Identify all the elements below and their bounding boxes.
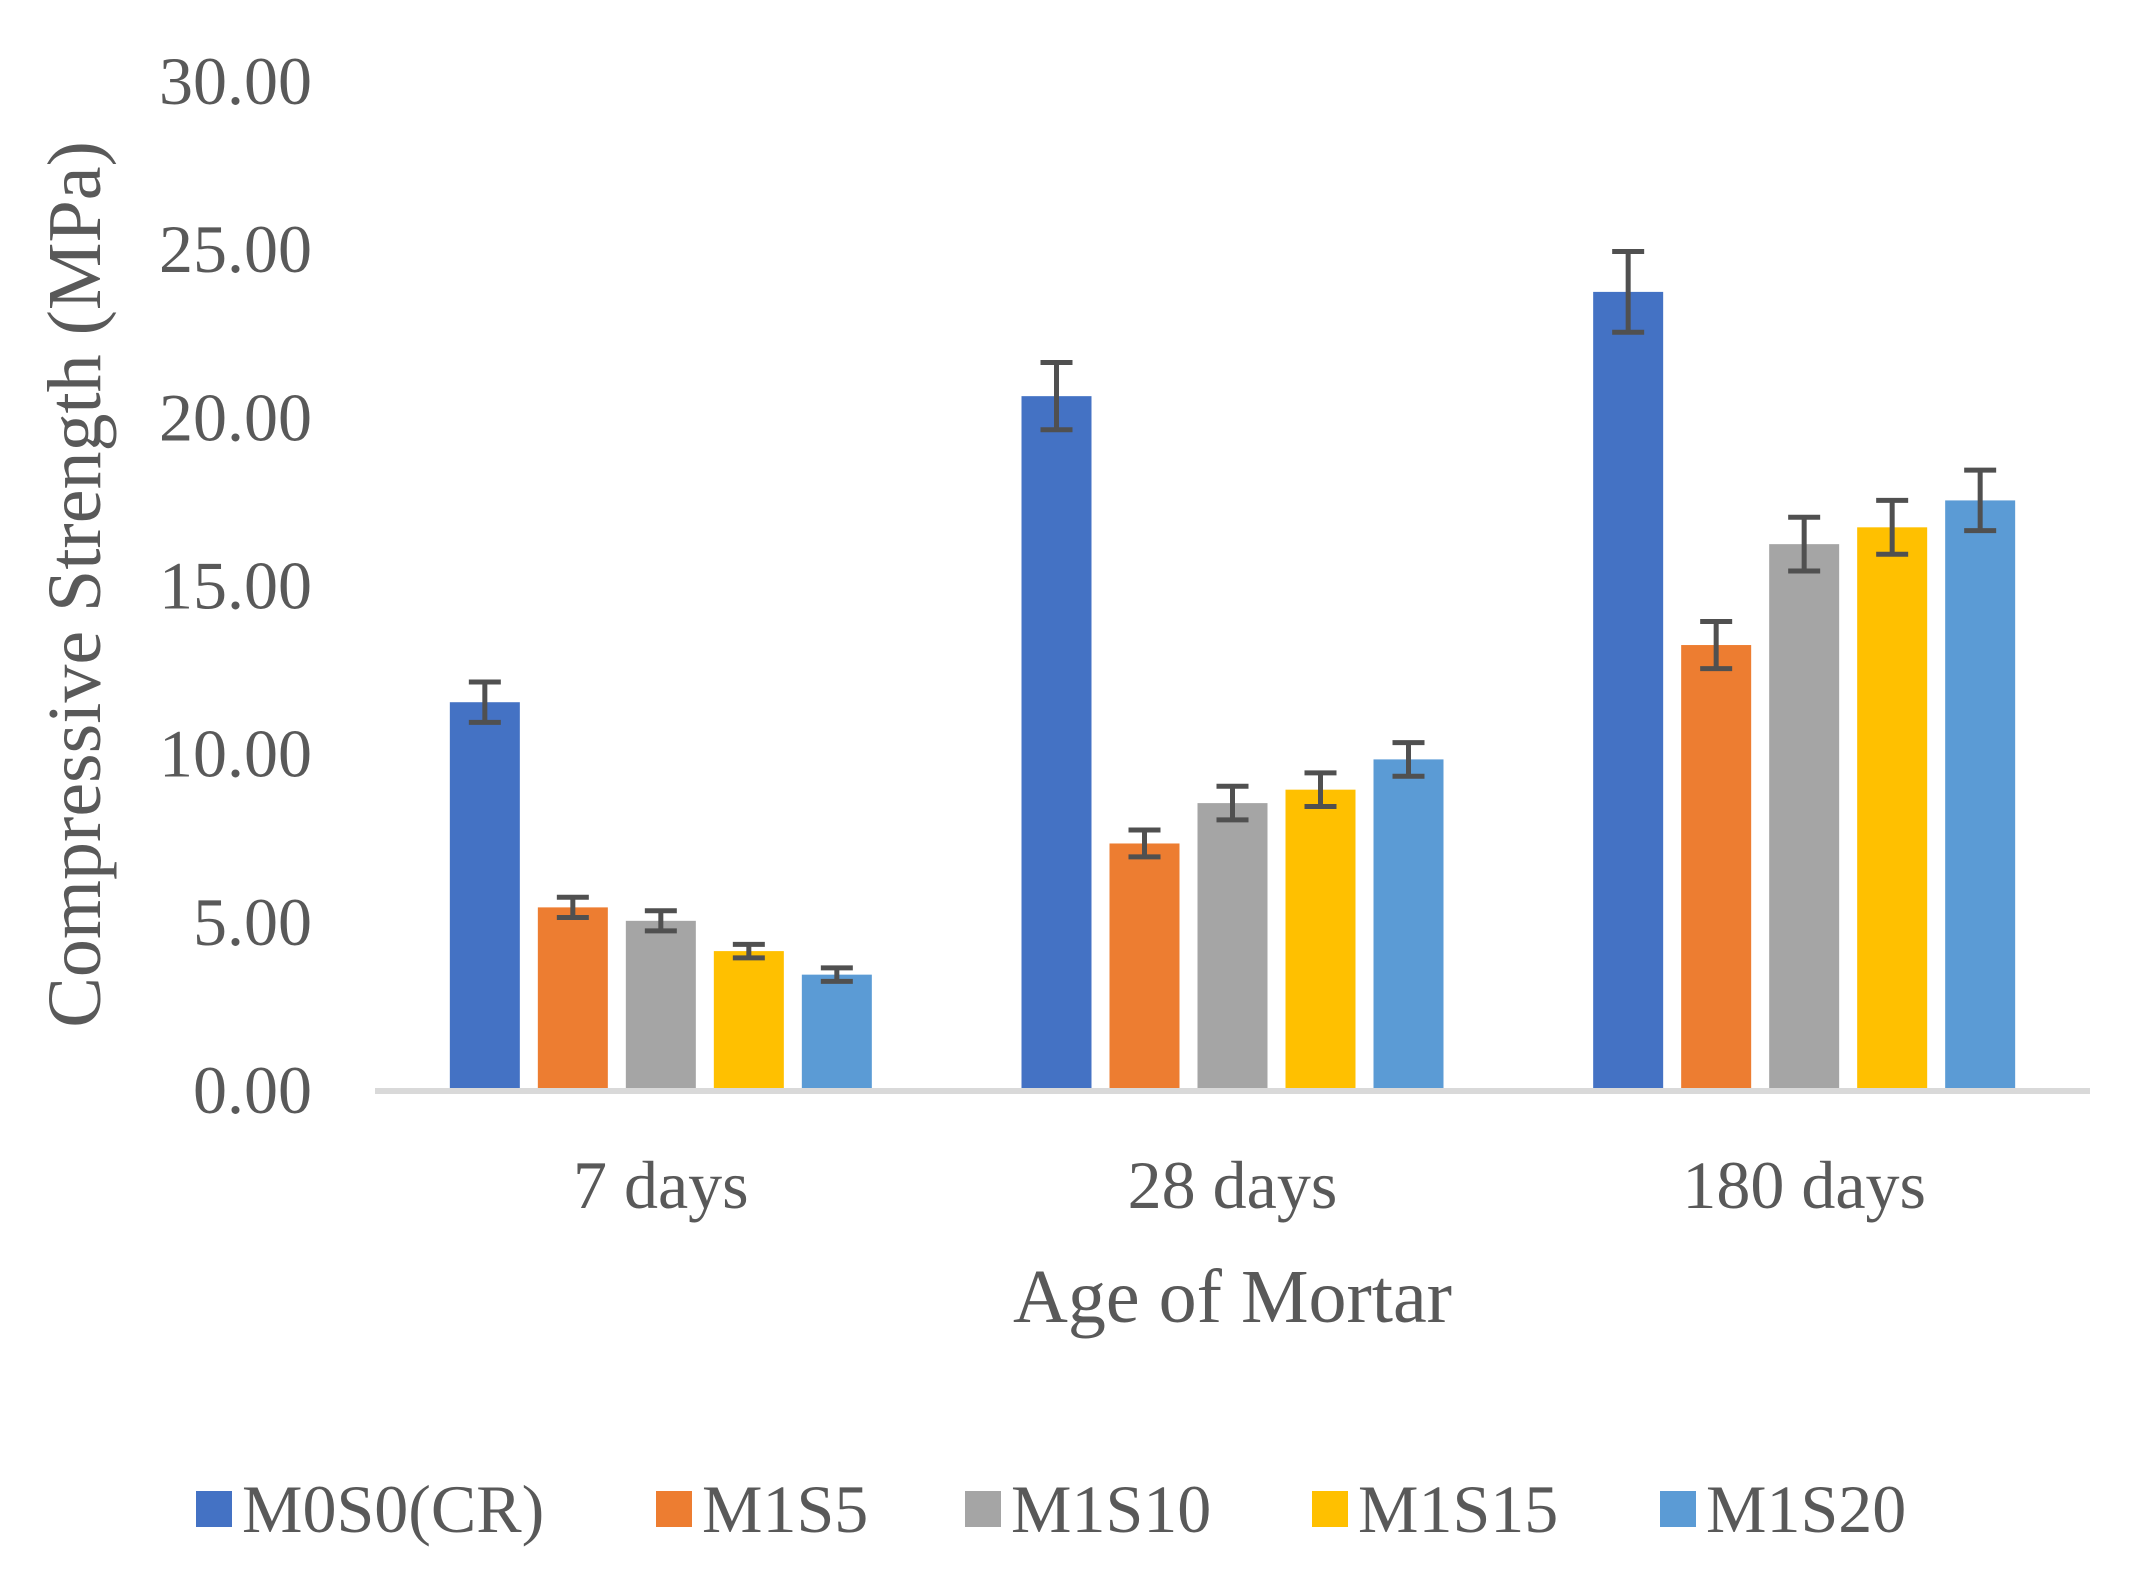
error-bar bbox=[644, 908, 677, 934]
legend-swatch bbox=[196, 1491, 232, 1527]
bar-m1s20-7-days bbox=[801, 974, 872, 1089]
legend-label: M1S5 bbox=[702, 1471, 868, 1547]
error-bar bbox=[1392, 740, 1425, 779]
bar-m1s10-28-days bbox=[1197, 803, 1268, 1089]
bar-m0s0-cr--7-days bbox=[449, 702, 520, 1089]
error-bar bbox=[1788, 514, 1821, 574]
x-tick-label: 7 days bbox=[573, 1147, 749, 1223]
bars bbox=[449, 291, 2016, 1090]
legend: M0S0(CR) M1S5 M1S10 M1S15 M1S20 bbox=[196, 1471, 1906, 1547]
legend-label: M1S20 bbox=[1706, 1471, 1906, 1547]
error-bar bbox=[732, 941, 765, 961]
error-bar bbox=[468, 679, 501, 725]
y-tick-label: 0.00 bbox=[193, 1052, 312, 1128]
legend-label: M0S0(CR) bbox=[242, 1471, 544, 1547]
x-axis-ticks: 7 days 28 days 180 days bbox=[573, 1147, 1926, 1223]
legend-item-m1s20: M1S20 bbox=[1660, 1471, 1906, 1547]
bar-m0s0-cr--180-days bbox=[1593, 291, 1664, 1089]
error-bars bbox=[468, 249, 1997, 984]
y-tick-label: 10.00 bbox=[159, 716, 312, 792]
bar-m1s10-180-days bbox=[1769, 544, 1840, 1089]
bar-m1s15-7-days bbox=[713, 951, 784, 1089]
error-bar bbox=[1876, 497, 1909, 557]
bar-m0s0-cr--28-days bbox=[1021, 396, 1092, 1089]
y-tick-label: 5.00 bbox=[193, 884, 312, 960]
error-bar bbox=[1128, 827, 1161, 860]
legend-swatch bbox=[965, 1491, 1001, 1527]
error-bar bbox=[1216, 783, 1249, 823]
x-tick-label: 180 days bbox=[1682, 1147, 1926, 1223]
legend-swatch bbox=[1312, 1491, 1348, 1527]
y-tick-label: 30.00 bbox=[159, 43, 312, 119]
bar-m1s15-28-days bbox=[1285, 789, 1356, 1089]
error-bar bbox=[1700, 618, 1733, 672]
y-axis-title: Compressive Strength (MPa) bbox=[33, 141, 117, 1028]
legend-label: M1S10 bbox=[1011, 1471, 1211, 1547]
legend-item-m1s5: M1S5 bbox=[656, 1471, 868, 1547]
bar-m1s20-28-days bbox=[1373, 759, 1444, 1089]
error-bar bbox=[1612, 249, 1645, 335]
bar-m1s5-180-days bbox=[1681, 645, 1752, 1089]
error-bar bbox=[1040, 360, 1073, 433]
bar-m1s10-7-days bbox=[625, 920, 696, 1089]
error-bar bbox=[1304, 770, 1337, 809]
y-tick-label: 20.00 bbox=[159, 379, 312, 455]
y-tick-label: 25.00 bbox=[159, 211, 312, 287]
legend-swatch bbox=[1660, 1491, 1696, 1527]
error-bar bbox=[820, 965, 853, 984]
bar-m1s20-180-days bbox=[1945, 500, 2016, 1090]
y-tick-label: 15.00 bbox=[159, 548, 312, 624]
legend-label: M1S15 bbox=[1358, 1471, 1558, 1547]
x-tick-label: 28 days bbox=[1128, 1147, 1338, 1223]
bar-m1s15-180-days bbox=[1857, 527, 1928, 1089]
y-axis-ticks: 0.00 5.00 10.00 15.00 20.00 25.00 30.00 bbox=[159, 43, 312, 1128]
error-bar bbox=[556, 894, 589, 920]
legend-item-m1s15: M1S15 bbox=[1312, 1471, 1558, 1547]
legend-swatch bbox=[656, 1491, 692, 1527]
x-axis-title: Age of Mortar bbox=[1013, 1255, 1452, 1339]
error-bar bbox=[1964, 467, 1997, 534]
bar-m1s5-28-days bbox=[1109, 843, 1180, 1089]
bar-m1s5-7-days bbox=[537, 907, 608, 1089]
legend-item-m1s10: M1S10 bbox=[965, 1471, 1211, 1547]
legend-item-m0s0-cr-: M0S0(CR) bbox=[196, 1471, 544, 1547]
